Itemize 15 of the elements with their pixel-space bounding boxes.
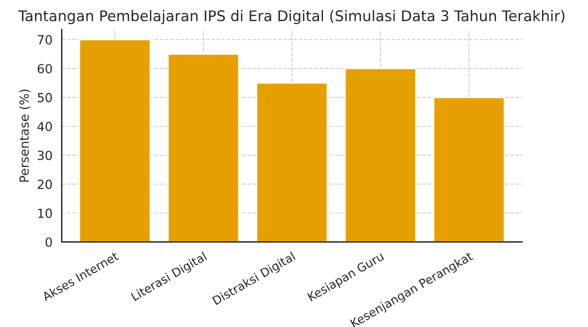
bar [432, 96, 506, 242]
y-tick-label: 50 [38, 92, 52, 102]
y-tick-label: 40 [37, 122, 52, 132]
chart-title: Tantangan Pembelajaran IPS di Era Digital (Simulasi Data 3 Tahun Terakhir) [18, 10, 564, 24]
y-tick-label: 70 [38, 35, 52, 44]
y-tick-label: 20 [38, 180, 52, 190]
bar [344, 68, 417, 242]
bar [256, 82, 328, 242]
bar [167, 53, 240, 242]
y-tick-label: 0 [46, 237, 52, 247]
y-tick-label: 60 [38, 64, 52, 74]
y-tick-label: 10 [38, 208, 52, 218]
bar [78, 38, 151, 242]
y-tick-label: 30 [38, 150, 52, 160]
y-axis-title: Persentase (%) [19, 90, 30, 182]
